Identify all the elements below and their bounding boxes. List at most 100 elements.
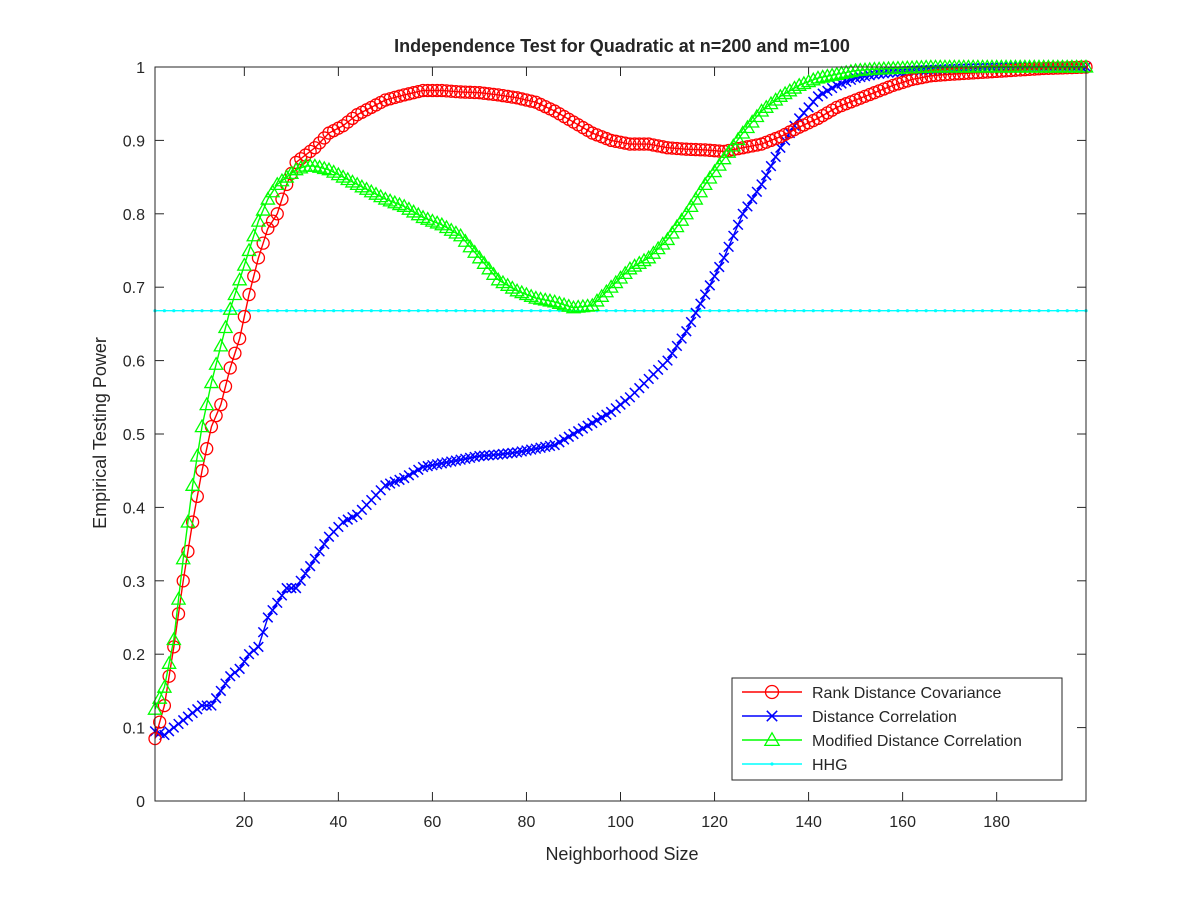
data-point [300, 568, 311, 579]
data-point [1056, 309, 1060, 313]
data-point [481, 260, 497, 275]
legend-entry: HHG [742, 757, 848, 774]
data-point [1037, 309, 1041, 313]
data-point [614, 309, 618, 313]
data-point [294, 152, 308, 166]
data-point [477, 86, 491, 100]
legend-label: Distance Correlation [812, 709, 957, 726]
data-point [1027, 62, 1041, 76]
data-point [189, 448, 206, 462]
data-point [463, 309, 467, 313]
legend-label: Modified Distance Correlation [812, 733, 1022, 750]
legend-marker [766, 710, 778, 722]
data-point [271, 597, 283, 609]
data-point [236, 257, 253, 271]
data-point [426, 309, 430, 313]
data-point [962, 309, 966, 313]
data-point [623, 309, 627, 313]
data-point [151, 690, 168, 704]
data-point [1009, 309, 1013, 313]
data-point [736, 309, 740, 313]
data-point [727, 309, 731, 313]
data-point [952, 309, 956, 313]
data-point [650, 240, 666, 255]
data-point [763, 95, 779, 110]
data-point [430, 83, 444, 98]
plot-frame [154, 66, 1087, 802]
data-point [360, 309, 364, 313]
data-point [789, 120, 800, 132]
data-point [172, 309, 176, 313]
data-point [680, 309, 684, 313]
data-point [391, 196, 408, 211]
data-point [502, 448, 513, 459]
data-point [454, 309, 458, 313]
data-point [425, 83, 440, 98]
data-point [341, 115, 355, 129]
data-point [1051, 61, 1065, 75]
data-point [943, 309, 947, 313]
data-point [742, 201, 753, 212]
data-point [444, 84, 458, 98]
data-point [732, 219, 744, 231]
data-point [209, 309, 214, 313]
data-point [692, 183, 709, 198]
data-point [896, 309, 900, 313]
data-point [234, 663, 245, 675]
data-point [444, 309, 449, 313]
data-point [680, 325, 692, 337]
data-point [206, 700, 217, 711]
data-point [463, 85, 477, 99]
x-tick-label: 100 [607, 814, 634, 831]
y-tick-label: 0.8 [123, 207, 145, 224]
data-point [529, 309, 533, 313]
data-point [336, 119, 350, 133]
data-point [723, 241, 734, 253]
data-point [1022, 62, 1037, 76]
data-point [538, 309, 543, 313]
data-point [1041, 61, 1056, 75]
data-point [303, 144, 317, 159]
data-point [750, 138, 764, 152]
data-point [821, 309, 825, 313]
x-tick-label: 40 [329, 814, 347, 831]
data-point [482, 309, 486, 313]
data-point [435, 309, 439, 313]
data-point [220, 678, 231, 689]
data-point [584, 297, 601, 312]
data-point [453, 85, 468, 99]
data-point [999, 309, 1003, 313]
data-point [309, 553, 321, 565]
data-point [655, 236, 671, 250]
data-point [191, 309, 195, 313]
data-point [397, 309, 402, 313]
data-point [740, 140, 755, 154]
data-point [474, 450, 485, 462]
data-point [642, 309, 646, 313]
data-point [293, 160, 309, 174]
data-point [195, 464, 209, 478]
data-point [746, 193, 758, 205]
data-point [755, 309, 759, 313]
data-point [250, 213, 267, 227]
data-point [905, 309, 909, 313]
data-point [201, 700, 213, 711]
data-point [915, 309, 919, 313]
data-point [617, 265, 633, 280]
data-point [387, 194, 403, 209]
data-point [214, 397, 228, 412]
data-point [497, 448, 509, 460]
data-point [1046, 61, 1060, 75]
data-point [467, 244, 483, 258]
data-point [260, 191, 276, 205]
y-tick-label: 1 [136, 60, 145, 77]
data-point [688, 191, 704, 205]
data-point [532, 291, 549, 305]
data-point [457, 233, 474, 247]
data-point [637, 137, 651, 151]
data-point [556, 296, 572, 311]
data-point [718, 252, 730, 264]
data-point [756, 179, 767, 190]
data-point [703, 143, 717, 157]
data-point [1018, 309, 1022, 313]
